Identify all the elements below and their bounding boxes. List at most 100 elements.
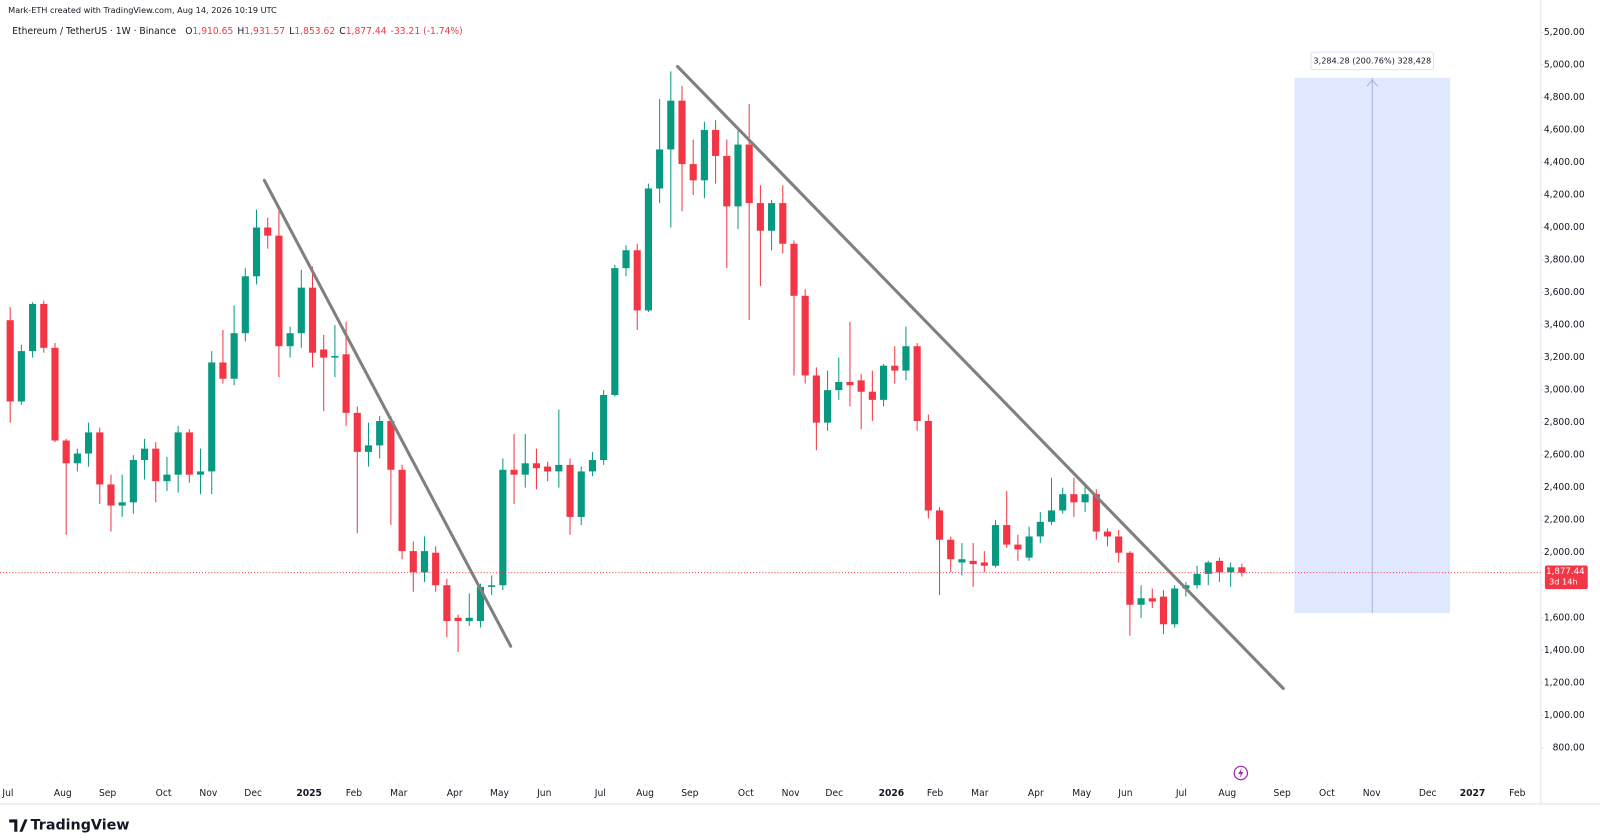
candle-body (667, 100, 675, 150)
candle-body (1059, 494, 1067, 511)
candle-body (297, 287, 305, 334)
x-tick-label: Nov (199, 788, 217, 799)
y-tick-label: 4,400.00 (1544, 157, 1585, 168)
x-tick-label: Oct (738, 788, 754, 799)
x-tick-label: Feb (1509, 788, 1525, 799)
candle-body (140, 448, 149, 461)
candle-body (868, 391, 876, 400)
candle-body (376, 421, 384, 446)
candle-body (364, 445, 373, 452)
candle-body (476, 586, 485, 622)
candle-body (1137, 598, 1145, 605)
candle-body (1081, 494, 1089, 503)
ohlc-value: 1,853.62 (294, 25, 335, 36)
x-tick-label: Dec (825, 788, 843, 799)
candle-body (29, 303, 37, 352)
measure-label-bg (1310, 51, 1435, 71)
legend-line: Ethereum / TetherUS · 1W · Binance O1,91… (12, 25, 463, 36)
y-tick-label: 2,600.00 (1544, 450, 1585, 461)
x-tick-label: Nov (782, 788, 800, 799)
candle-body (208, 362, 216, 472)
candle-body (768, 203, 776, 231)
candle-body (611, 268, 619, 395)
candle-body (1204, 562, 1212, 574)
x-tick-label: 2026 (879, 788, 905, 799)
y-tick-label: 1,200.00 (1544, 677, 1585, 688)
candle-body (700, 129, 708, 181)
y-tick-label: 2,800.00 (1544, 417, 1585, 428)
candle-body (902, 346, 910, 371)
candle-body (510, 469, 518, 475)
candle-body (857, 380, 865, 392)
candle-body (745, 144, 753, 204)
candle-body (1092, 494, 1100, 532)
trendline (262, 178, 513, 648)
candle-body (1159, 596, 1168, 625)
candle-body (1193, 573, 1201, 586)
candle-body (252, 227, 261, 277)
x-tick-label: Sep (1274, 788, 1291, 799)
candle-body (555, 464, 563, 472)
candle-body (879, 365, 888, 400)
candle-body (846, 381, 854, 386)
candle-body (118, 502, 126, 506)
candle-body (712, 129, 720, 156)
candle-body (689, 164, 697, 181)
x-tick-label: Oct (156, 788, 172, 799)
candle-body (969, 560, 977, 565)
candle-body (801, 295, 809, 376)
candle-body (947, 539, 955, 560)
candle-body (40, 303, 48, 348)
ohlc-key: O (185, 25, 192, 36)
x-tick-label: 2025 (296, 788, 322, 799)
candle-body (342, 354, 350, 413)
x-tick-label: Oct (1319, 788, 1335, 799)
candle-body (891, 365, 899, 371)
x-tick-label: May (490, 788, 510, 799)
candle-body (432, 552, 440, 586)
y-tick-label: 1,400.00 (1544, 645, 1585, 656)
x-tick-label: Aug (636, 788, 654, 799)
candle-body (196, 471, 205, 475)
candle-body (62, 440, 70, 464)
candle-body (1025, 536, 1033, 558)
y-tick-label: 4,000.00 (1544, 222, 1585, 233)
plot-area (6, 64, 1451, 691)
ohlc-key: L (289, 25, 295, 36)
x-tick-label: Feb (346, 788, 362, 799)
x-tick-label: Jun (1117, 788, 1132, 799)
candle-body (1171, 588, 1179, 625)
x-tick-label: Mar (390, 788, 408, 799)
candle-body (443, 585, 451, 622)
candle-body (1126, 552, 1134, 605)
x-tick-label: Sep (99, 788, 116, 799)
candle-body (353, 412, 361, 452)
last-price-label: 1,877.44 (1546, 567, 1585, 577)
x-tick-label: Jun (536, 788, 551, 799)
logo-text: TradingView (31, 818, 130, 834)
candle-body (566, 464, 574, 517)
candle-body (51, 347, 59, 441)
candle-body (924, 421, 932, 511)
y-tick-label: 1,000.00 (1544, 710, 1585, 721)
y-tick-label: 1,600.00 (1544, 612, 1585, 623)
x-tick-label: Nov (1363, 788, 1381, 799)
x-tick-label: Apr (447, 788, 463, 799)
candle-body (723, 155, 731, 207)
x-tick-label: Aug (54, 788, 72, 799)
candle-body (544, 466, 552, 472)
candle-body (835, 381, 843, 391)
candle-body (174, 432, 182, 475)
candle-body (678, 100, 686, 165)
candle-body (17, 351, 25, 402)
candle-body (588, 460, 597, 472)
ohlc-key: C (339, 25, 345, 36)
candle-body (1014, 544, 1022, 550)
y-tick-label: 3,600.00 (1544, 287, 1585, 298)
candle-body (1070, 494, 1078, 503)
candle-body (275, 235, 283, 347)
candle-body (387, 421, 395, 470)
candle-body (980, 562, 988, 566)
